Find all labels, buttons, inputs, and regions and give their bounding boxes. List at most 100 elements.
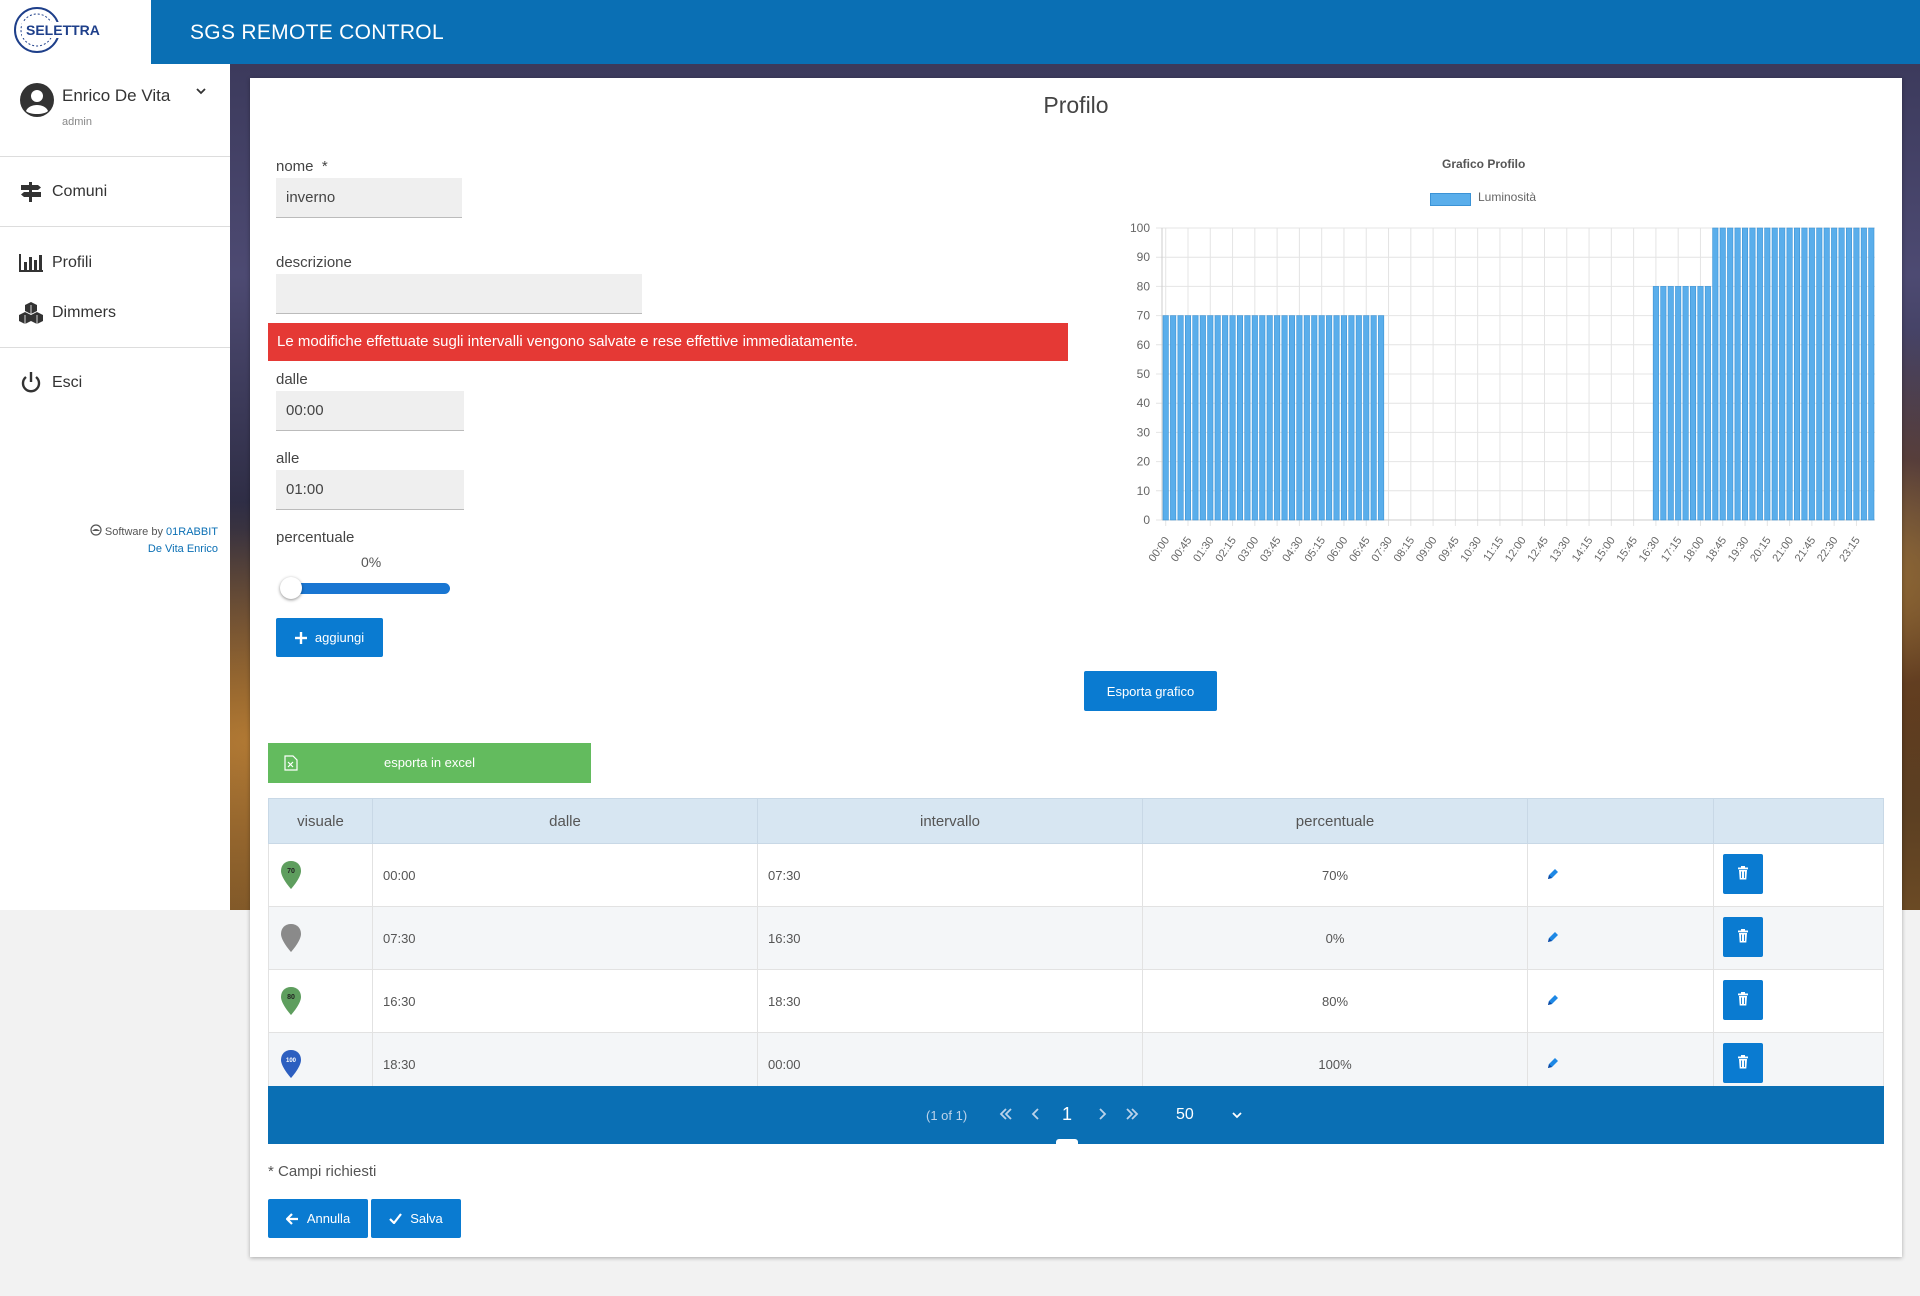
chevron-down-icon[interactable]: [194, 84, 208, 98]
column-header-percentuale[interactable]: percentuale: [1142, 798, 1528, 844]
chevron-down-icon[interactable]: [1230, 1108, 1244, 1122]
x-tick-label: 17:15: [1659, 535, 1685, 564]
chart-bar: [1259, 315, 1266, 521]
alle-input[interactable]: [276, 470, 464, 510]
y-tick-label: 0: [1143, 513, 1150, 527]
arrow-left-icon: [285, 1212, 298, 1225]
sidebar-divider: [0, 226, 230, 227]
cancel-button[interactable]: Annulla: [268, 1199, 368, 1238]
x-tick-label: 22:30: [1815, 535, 1841, 564]
descrizione-input[interactable]: [276, 274, 642, 314]
svg-text:SELETTRA: SELETTRA: [26, 22, 100, 38]
rabbit-logo-icon: [90, 524, 102, 536]
cancel-button-label: Annulla: [306, 1211, 351, 1226]
sidebar-label-profili: Profili: [52, 254, 93, 271]
sidebar: Enrico De Vita admin Comuni Profili: [0, 64, 230, 910]
cell-percentuale: 100%: [1142, 1032, 1528, 1096]
trash-icon: [1738, 1054, 1748, 1068]
sidebar-label-dimmers: Dimmers: [52, 304, 116, 321]
delete-button[interactable]: [1723, 1042, 1763, 1083]
svg-text:100: 100: [286, 1058, 297, 1064]
pencil-icon[interactable]: [1546, 930, 1560, 944]
sidebar-item-profili[interactable]: Profili: [0, 243, 230, 283]
chart-bar: [1333, 315, 1340, 521]
marker-cell: 80: [268, 969, 373, 1033]
y-tick-label: 40: [1137, 396, 1151, 410]
x-tick-label: 15:00: [1592, 535, 1618, 564]
column-header-edit: [1527, 798, 1714, 844]
chart-bar: [1831, 227, 1838, 521]
chart-bar: [1704, 286, 1711, 521]
cell-intervallo: 07:30: [757, 843, 1143, 907]
chart-bar: [1199, 315, 1206, 521]
x-tick-label: 09:45: [1436, 535, 1462, 564]
svg-text:70: 70: [287, 868, 295, 875]
trash-icon: [1738, 991, 1748, 1005]
chart-bar: [1170, 315, 1177, 521]
cell-percentuale: 70%: [1142, 843, 1528, 907]
credit-company-link[interactable]: 01RABBIT: [166, 526, 218, 538]
export-chart-button[interactable]: Esporta grafico: [1084, 671, 1217, 711]
pencil-icon[interactable]: [1546, 867, 1560, 881]
chart-bar: [1251, 315, 1258, 521]
map-marker-icon: 70: [281, 861, 301, 889]
table-body: 70 00:00 07:30 70%: [268, 843, 1884, 1096]
chart-bar: [1660, 286, 1667, 521]
delete-cell: [1713, 906, 1884, 970]
save-button[interactable]: Salva: [371, 1199, 461, 1238]
y-tick-label: 50: [1137, 367, 1151, 381]
nome-input[interactable]: [276, 178, 462, 218]
chart-bar: [1808, 227, 1815, 521]
delete-button[interactable]: [1723, 853, 1763, 894]
user-panel[interactable]: Enrico De Vita admin: [0, 64, 230, 157]
chart-bar: [1779, 227, 1786, 521]
x-tick-label: 11:15: [1481, 535, 1506, 564]
legend-swatch[interactable]: [1430, 193, 1471, 206]
chart-bar: [1771, 227, 1778, 521]
sidebar-item-comuni[interactable]: Comuni: [0, 172, 230, 212]
percentuale-slider[interactable]: [290, 583, 450, 594]
power-icon: [21, 372, 41, 393]
page-number[interactable]: 1: [1062, 1104, 1073, 1124]
slider-handle[interactable]: [280, 577, 302, 599]
delete-button[interactable]: [1723, 979, 1763, 1020]
pencil-icon[interactable]: [1546, 1056, 1560, 1070]
rows-per-page-select[interactable]: 50: [1176, 1106, 1194, 1123]
profile-card: Profilo nome * descrizione Le modifiche …: [250, 78, 1902, 1257]
cell-percentuale: 0%: [1142, 906, 1528, 970]
trash-icon: [1738, 865, 1748, 879]
page-count: (1 of 1): [926, 1108, 968, 1123]
chart-bar: [1690, 286, 1697, 521]
selettra-logo[interactable]: SELETTRA: [0, 0, 151, 64]
previous-page-icon[interactable]: [1028, 1106, 1044, 1122]
top-bar: SELETTRA SGS REMOTE CONTROL: [0, 0, 1920, 64]
chart-bar: [1868, 227, 1875, 521]
chart-bar: [1229, 315, 1236, 521]
user-role: admin: [62, 116, 92, 128]
sidebar-item-esci[interactable]: Esci: [0, 363, 230, 403]
export-excel-button[interactable]: esporta in excel: [268, 743, 591, 783]
column-header-dalle[interactable]: dalle: [372, 798, 758, 844]
last-page-icon[interactable]: [1124, 1106, 1140, 1122]
chart-bar: [1184, 315, 1192, 521]
intervals-alert: Le modifiche effettuate sugli intervalli…: [268, 323, 1068, 361]
table-header-row: visuale dalle intervallo percentuale: [268, 798, 1884, 844]
pencil-icon[interactable]: [1546, 993, 1560, 1007]
add-interval-button[interactable]: aggiungi: [276, 618, 383, 657]
column-header-visuale[interactable]: visuale: [268, 798, 373, 844]
credit-author-link[interactable]: De Vita Enrico: [147, 543, 218, 555]
intervals-table: visuale dalle intervallo percentuale 70 …: [268, 798, 1884, 1096]
first-page-icon[interactable]: [998, 1106, 1014, 1122]
x-tick-label: 12:45: [1525, 535, 1551, 564]
delete-button[interactable]: [1723, 916, 1763, 957]
dalle-input[interactable]: [276, 391, 464, 431]
chart-bar: [1177, 315, 1184, 521]
page-title: Profilo: [1043, 92, 1109, 118]
column-header-intervallo[interactable]: intervallo: [757, 798, 1143, 844]
chart-bar: [1860, 227, 1867, 521]
edit-cell: [1527, 843, 1714, 907]
chart-bar: [1675, 286, 1682, 521]
chart-bar: [1288, 315, 1295, 521]
next-page-icon[interactable]: [1094, 1106, 1110, 1122]
sidebar-item-dimmers[interactable]: Dimmers: [0, 293, 230, 333]
